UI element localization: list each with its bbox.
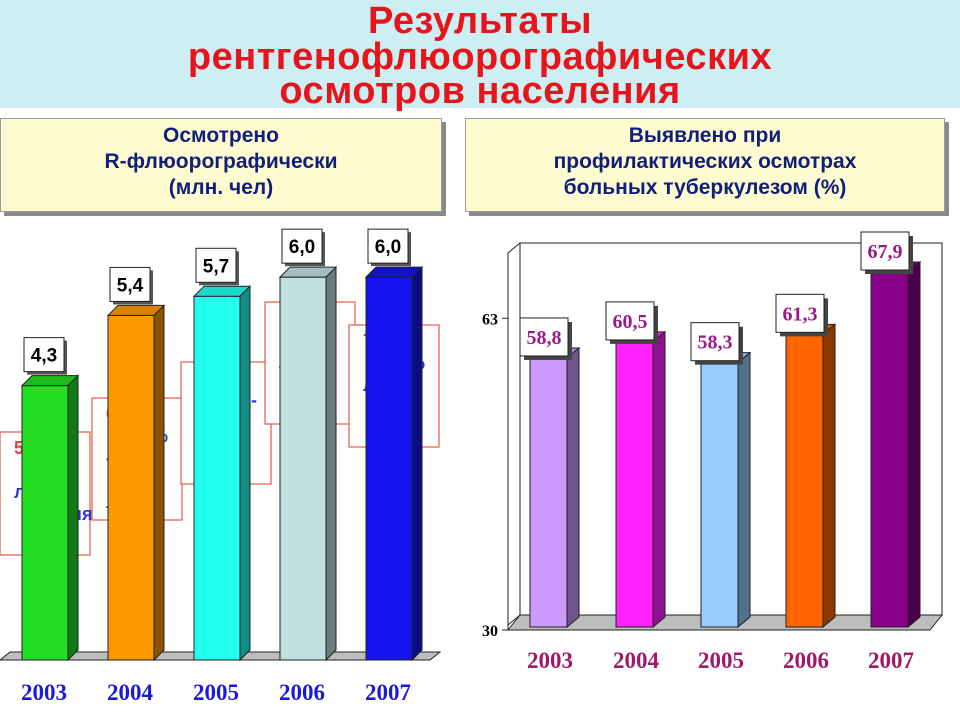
left-bar-2007-front — [365, 276, 413, 661]
right-value-text-3: 61,3 — [783, 303, 818, 325]
left-bar-2005 — [192, 285, 252, 662]
right-bar-2005-front — [700, 362, 739, 628]
right-bar-2007 — [869, 260, 922, 629]
right-bar-2005-side — [737, 351, 751, 629]
page-title-line-1: Результаты — [367, 0, 593, 42]
page-title-line-2: рентгенофлюорографических — [187, 36, 773, 78]
right-value-text-0: 58,8 — [527, 327, 562, 349]
left-year-label-2005: 2005 — [193, 680, 239, 705]
left-value-label-2005: 5,7 — [195, 247, 239, 286]
left-value-box-4 — [367, 228, 409, 264]
right-year-label-2005: 2005 — [698, 648, 744, 673]
right-bar-2007-side — [907, 260, 921, 629]
right-bar-2004-side — [652, 330, 666, 629]
left-bar-2003-front — [21, 385, 69, 661]
right-caption-line-1: Выявлено при — [628, 124, 782, 147]
right-year-label-2007: 2007 — [868, 648, 914, 673]
right-value-text-2: 58,3 — [698, 332, 733, 354]
right-bar-2006 — [784, 323, 837, 629]
left-value-text-2: 5,7 — [203, 256, 229, 277]
left-bar-2004-front — [107, 314, 155, 661]
right-chart: 30 63 58,8 2003 60,5 2004 58,3 2005 61,3 2006 67,9… — [482, 231, 944, 673]
right-value-box-2 — [690, 322, 740, 362]
left-caption-line-3: (млн. чел) — [168, 176, 274, 199]
right-value-label-2006: 61,3 — [775, 293, 828, 337]
left-value-box-0 — [23, 337, 65, 373]
left-bar-2007 — [364, 265, 424, 662]
right-bar-2003 — [528, 346, 581, 629]
left-bar-2005-side — [239, 285, 251, 662]
right-year-label-2006: 2006 — [783, 648, 829, 673]
right-value-box-1 — [605, 301, 655, 341]
left-year-label-2004: 2004 — [107, 680, 154, 705]
right-chart-caption: Выявлено при профилактических осмотрах б… — [465, 118, 945, 212]
left-caption-line-1: Осмотрено — [163, 124, 279, 147]
right-value-label-2005: 58,3 — [690, 322, 743, 365]
right-ytick-label-1: 63 — [482, 311, 498, 328]
left-bar-2003 — [20, 374, 80, 662]
left-year-label-2003: 2003 — [21, 680, 67, 705]
right-bar-2003-front — [529, 357, 568, 628]
left-bar-2004-side — [153, 304, 165, 662]
right-bar-2006-side — [822, 323, 836, 629]
right-value-box-0 — [519, 317, 569, 357]
left-value-text-3: 6,0 — [289, 237, 315, 258]
left-value-box-1 — [109, 266, 151, 302]
left-bar-2003-side — [67, 374, 79, 662]
left-value-box-3 — [281, 228, 323, 264]
left-value-label-2007: 6,0 — [367, 228, 411, 267]
page-title-line-3: осмотров населения — [279, 70, 681, 112]
right-value-label-2007: 67,9 — [860, 231, 913, 274]
left-value-text-4: 6,0 — [375, 237, 401, 258]
left-chart-caption: Осмотрено R-флюорографически (млн. чел) — [0, 118, 442, 212]
right-year-label-2004: 2004 — [613, 648, 660, 673]
left-value-label-2004: 5,4 — [109, 266, 153, 305]
left-bar-2006 — [278, 265, 338, 662]
right-value-label-2003: 58,8 — [519, 317, 572, 360]
right-value-label-2004: 60,5 — [605, 301, 658, 344]
left-value-label-2006: 6,0 — [281, 228, 325, 267]
right-value-box-4 — [860, 231, 910, 271]
right-bar-2003-side — [566, 346, 580, 629]
left-value-text-0: 4,3 — [31, 346, 57, 367]
left-year-label-2007: 2007 — [365, 680, 411, 705]
left-bar-2007-side — [411, 265, 423, 662]
right-caption-line-2: профилактических осмотрах — [553, 150, 857, 173]
right-value-box-3 — [775, 293, 825, 333]
right-bar-2004-front — [615, 341, 654, 628]
left-year-label-2006: 2006 — [279, 680, 325, 705]
right-bar-2006-front — [785, 333, 824, 628]
left-overlay-text-0-0: 5 — [14, 438, 24, 458]
left-value-text-1: 5,4 — [117, 275, 144, 296]
left-bar-2005-front — [193, 295, 241, 661]
right-bar-2005 — [699, 351, 752, 629]
left-bar-2006-side — [325, 265, 337, 662]
left-overlay-text-0-2: л — [14, 482, 25, 502]
left-caption-line-2: R-флюорографически — [104, 150, 338, 173]
left-value-label-2003: 4,3 — [23, 337, 67, 375]
right-bar-2007-front — [870, 271, 909, 628]
right-value-text-1: 60,5 — [613, 311, 648, 333]
left-bar-2006-front — [279, 276, 327, 661]
right-ytick-label-0: 30 — [482, 623, 498, 640]
left-bar-2004 — [106, 304, 166, 662]
right-caption-line-3: больных туберкулезом (%) — [563, 176, 847, 199]
right-bar-2004 — [614, 330, 667, 629]
right-value-text-4: 67,9 — [868, 241, 903, 263]
title-band: Результаты рентгенофлюорографических осм… — [0, 0, 960, 112]
left-value-box-2 — [195, 247, 237, 283]
left-chart: 5нлляя6%-лляя%е-ляя%-ляя7%ляя4,320035,42… — [0, 228, 442, 705]
right-year-label-2003: 2003 — [527, 648, 573, 673]
